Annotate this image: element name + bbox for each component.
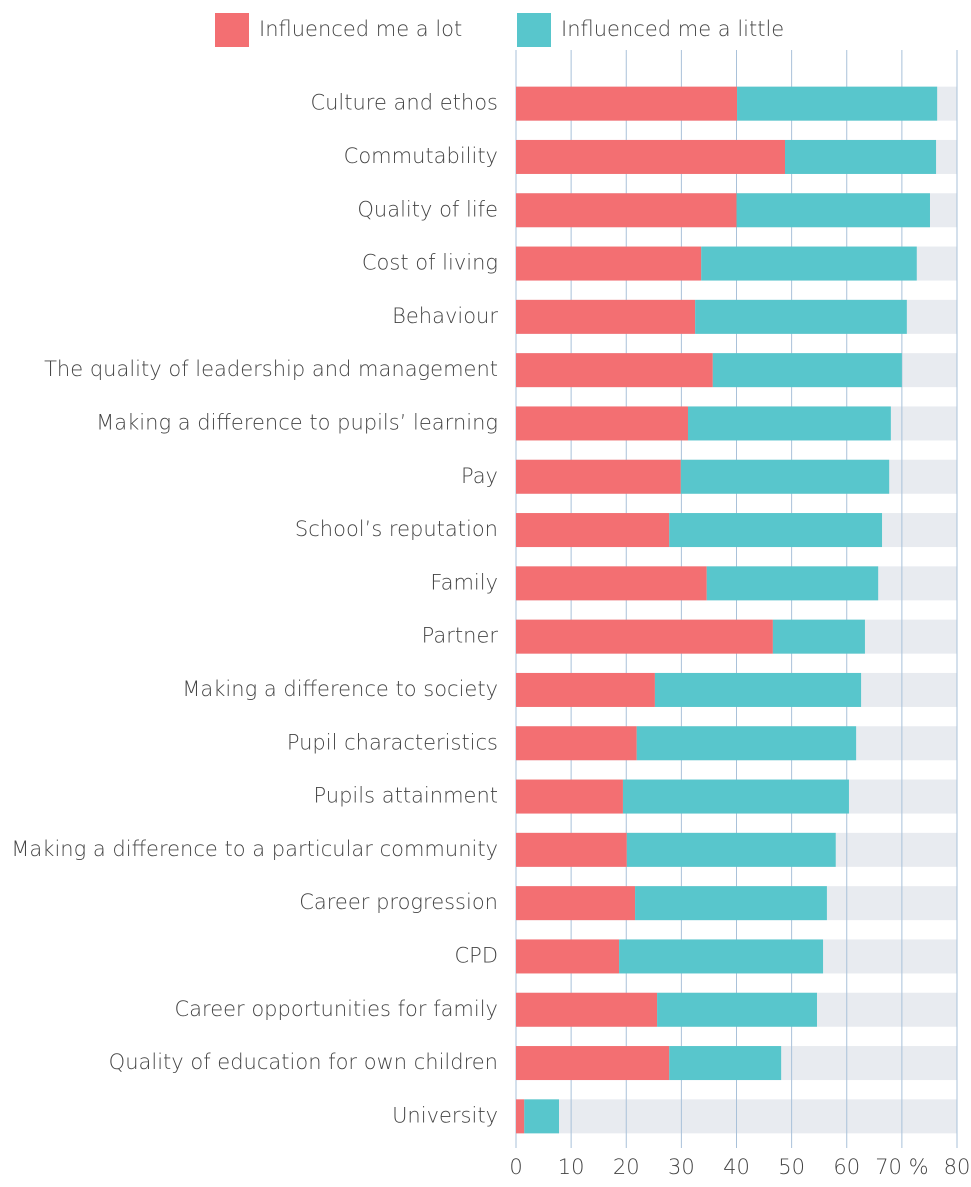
bar bbox=[516, 1099, 525, 1134]
bar bbox=[516, 139, 786, 174]
bar bbox=[626, 832, 836, 867]
y-tick-label: Career opportunities for family bbox=[174, 997, 498, 1021]
bar bbox=[772, 619, 865, 654]
x-tick-label: 70 % bbox=[875, 1155, 928, 1179]
y-tick-label: Partner bbox=[422, 624, 499, 648]
bar bbox=[619, 939, 824, 974]
bar bbox=[680, 459, 890, 494]
legend-swatch bbox=[517, 13, 551, 47]
bar bbox=[516, 779, 623, 814]
y-tick-label: Career progression bbox=[299, 890, 498, 914]
bar bbox=[636, 726, 857, 761]
bar bbox=[516, 939, 620, 974]
y-tick-label: Pupils attainment bbox=[314, 784, 499, 808]
y-tick-label: Pupil characteristics bbox=[287, 730, 498, 754]
y-tick-label: Making a difference to pupils’ learning bbox=[96, 410, 498, 434]
legend-swatch bbox=[215, 13, 249, 47]
bar bbox=[654, 672, 862, 707]
bar bbox=[516, 513, 670, 548]
bar bbox=[712, 353, 902, 388]
bar bbox=[516, 86, 738, 121]
bar bbox=[516, 886, 636, 921]
bar bbox=[785, 139, 937, 174]
bar bbox=[737, 86, 938, 121]
y-tick-label: CPD bbox=[455, 943, 499, 967]
y-tick-label: The quality of leadership and management bbox=[44, 357, 498, 381]
y-tick-label: Quality of life bbox=[357, 197, 498, 221]
bar bbox=[669, 513, 883, 548]
y-tick-label: School’s reputation bbox=[295, 517, 498, 541]
bar bbox=[516, 832, 627, 867]
bar bbox=[657, 992, 817, 1027]
y-tick-label: Commutability bbox=[344, 144, 498, 168]
bar bbox=[524, 1099, 559, 1134]
x-tick-label: 50 bbox=[778, 1155, 805, 1179]
y-tick-label: Making a difference to a particular comm… bbox=[11, 837, 498, 861]
bar bbox=[516, 992, 658, 1027]
x-tick-label: 20 bbox=[613, 1155, 640, 1179]
bar bbox=[516, 726, 637, 761]
bar bbox=[516, 246, 702, 281]
bar bbox=[695, 299, 907, 334]
bar bbox=[516, 299, 696, 334]
y-tick-label: Culture and ethos bbox=[310, 91, 498, 115]
bar bbox=[516, 193, 737, 228]
x-tick-label: 40 bbox=[723, 1155, 750, 1179]
y-tick-label: Pay bbox=[461, 464, 498, 488]
x-tick-label: 60 bbox=[833, 1155, 860, 1179]
bar bbox=[635, 886, 827, 921]
bar bbox=[516, 353, 713, 388]
x-tick-label: 0 bbox=[509, 1155, 522, 1179]
bar bbox=[516, 1046, 670, 1081]
bar bbox=[687, 406, 891, 441]
y-tick-label: University bbox=[392, 1103, 498, 1127]
bar bbox=[516, 672, 655, 707]
bar bbox=[516, 619, 773, 654]
bar bbox=[622, 779, 849, 814]
y-tick-label: Quality of education for own children bbox=[109, 1050, 498, 1074]
y-tick-label: Making a difference to society bbox=[182, 677, 498, 701]
bar bbox=[516, 459, 681, 494]
x-tick-label: 10 bbox=[558, 1155, 585, 1179]
bar bbox=[701, 246, 917, 281]
bar bbox=[736, 193, 930, 228]
y-tick-label: Family bbox=[430, 570, 498, 594]
bar bbox=[706, 566, 879, 601]
bar bbox=[516, 566, 707, 601]
bar bbox=[669, 1046, 782, 1081]
legend-label: Influenced me a lot bbox=[259, 17, 462, 41]
x-tick-label: 30 bbox=[668, 1155, 695, 1179]
y-tick-label: Behaviour bbox=[392, 304, 498, 328]
bar bbox=[516, 406, 688, 441]
x-tick-label: 80 bbox=[944, 1155, 971, 1179]
y-tick-label: Cost of living bbox=[362, 251, 498, 275]
legend-label: Influenced me a little bbox=[561, 17, 784, 41]
